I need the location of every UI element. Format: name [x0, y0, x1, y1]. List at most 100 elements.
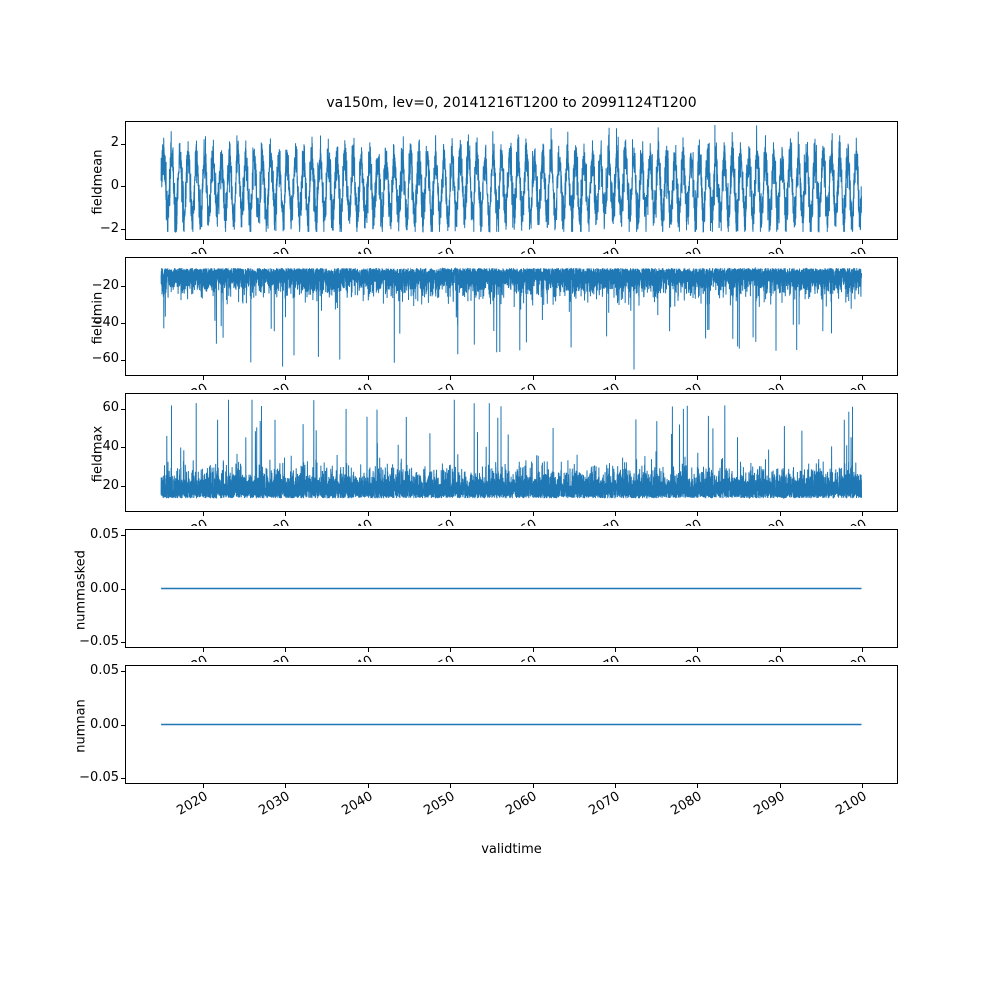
- x-tick-mark: [202, 512, 204, 516]
- x-tick-label: 2100: [833, 789, 870, 819]
- y-tick-label: 0.05: [90, 663, 119, 679]
- x-tick-mark: [615, 784, 616, 788]
- chart-title: va150m, lev=0, 20141216T1200 to 20991124…: [326, 95, 697, 111]
- y-tick-label: −40: [91, 314, 119, 330]
- x-tick-mark: [862, 784, 864, 788]
- y-tick-mark: [121, 641, 125, 643]
- x-tick-labels: 2020 2030 2040 2050 2060 2070 2080 2090 2100: [126, 783, 897, 829]
- y-tick-label: 0.00: [90, 580, 119, 596]
- x-tick-mark: [615, 648, 616, 652]
- x-tick-mark: [367, 376, 369, 380]
- y-tick-label: 0.00: [90, 716, 119, 732]
- x-tick-mark: [285, 784, 287, 788]
- x-tick-label: 2040: [339, 653, 376, 662]
- y-tick-mark: [121, 724, 125, 726]
- x-tick-label: 2100: [834, 245, 871, 254]
- x-tick-mark: [450, 784, 452, 788]
- x-tick-mark: [779, 376, 781, 380]
- subplot-fieldmin: fieldmin −20−40−60 202020302040205020602…: [90, 257, 898, 390]
- x-tick-label: 2090: [751, 517, 788, 526]
- x-tick-label: 2060: [504, 245, 541, 254]
- x-tick-label: 2050: [421, 789, 458, 819]
- x-tick-label: 2100: [834, 381, 871, 390]
- x-tick-mark: [697, 376, 699, 380]
- x-tick-mark: [285, 376, 287, 380]
- series-line-fieldmax: [160, 399, 862, 500]
- x-tick-mark: [862, 512, 864, 516]
- subplot-numnan: numnan 0.05 0.00 −0.05 2020 2030 2040 2050 206…: [73, 663, 898, 819]
- series-line-fieldmean: [160, 124, 862, 234]
- x-tick-mark: [202, 240, 204, 244]
- x-tick-label: 2030: [256, 381, 293, 390]
- y-tick-label: 0.05: [90, 527, 119, 543]
- x-tick-label: 2050: [421, 653, 458, 662]
- x-tick-label: 2050: [421, 381, 458, 390]
- plot-area-nummasked: [161, 587, 862, 590]
- y-tick-mark: [121, 186, 125, 188]
- y-tick-label: 20: [102, 477, 119, 493]
- y-tick-mark: [121, 535, 125, 537]
- x-tick-label: 2060: [503, 789, 540, 819]
- x-tick-mark: [450, 512, 452, 516]
- x-tick-mark: [862, 376, 864, 380]
- x-tick-labels: 2020 2030 2040 2050 2060 2070 2080 2090 2100: [126, 511, 897, 526]
- y-tick-mark: [121, 485, 125, 487]
- x-tick-label: 2030: [256, 245, 293, 254]
- x-tick-mark: [862, 648, 864, 652]
- y-tick-mark: [121, 143, 125, 145]
- x-tick-label: 2090: [751, 653, 788, 662]
- x-tick-mark: [285, 648, 287, 652]
- x-tick-label: 2100: [834, 653, 871, 662]
- x-tick-mark: [367, 648, 369, 652]
- x-tick-label: 2050: [421, 245, 458, 254]
- x-tick-label: 2030: [256, 789, 293, 819]
- x-tick-label: 2090: [751, 381, 788, 390]
- y-tick-label: 40: [102, 439, 119, 455]
- plot-area-fieldmax: [160, 399, 862, 500]
- x-tick-mark: [532, 648, 534, 652]
- x-tick-mark: [615, 512, 616, 516]
- x-tick-label: 2040: [339, 245, 376, 254]
- x-tick-label: 2070: [586, 653, 623, 662]
- x-tick-mark: [285, 240, 287, 244]
- x-tick-mark: [367, 512, 369, 516]
- subplot-fieldmean: fieldmean 20−2 2020203020402050206020702…: [90, 121, 898, 254]
- subplot-nummasked: nummasked 0.050.00−0.05 2020203020402050…: [73, 527, 898, 662]
- plot-area-fieldmin: [160, 266, 862, 370]
- y-tick-label: −60: [91, 351, 119, 367]
- y-tick-label: −0.05: [79, 769, 119, 785]
- x-tick-label: 2090: [751, 245, 788, 254]
- x-tick-mark: [779, 512, 781, 516]
- x-tick-label: 2080: [669, 245, 706, 254]
- x-tick-label: 2020: [174, 517, 211, 526]
- x-tick-mark: [450, 376, 452, 380]
- y-tick-mark: [121, 777, 125, 779]
- y-tick-mark: [121, 671, 125, 673]
- x-tick-mark: [532, 784, 534, 788]
- x-tick-label: 2090: [751, 789, 788, 819]
- x-tick-label: 2060: [504, 381, 541, 390]
- y-tick-label: 0: [110, 178, 119, 194]
- y-tick-label: −0.05: [79, 633, 119, 649]
- x-tick-mark: [779, 784, 781, 788]
- x-tick-label: 2020: [174, 653, 211, 662]
- y-tick-label: 2: [110, 135, 119, 151]
- x-tick-label: 2070: [586, 517, 623, 526]
- x-tick-mark: [367, 784, 369, 788]
- x-tick-mark: [285, 512, 287, 516]
- x-tick-mark: [615, 376, 616, 380]
- x-tick-label: 2030: [256, 517, 293, 526]
- y-tick-label: −20: [91, 278, 119, 294]
- x-tick-label: 2080: [669, 381, 706, 390]
- x-tick-mark: [367, 240, 369, 244]
- x-tick-mark: [779, 240, 781, 244]
- y-tick-mark: [121, 588, 125, 590]
- x-tick-mark: [202, 784, 204, 788]
- x-tick-mark: [697, 512, 699, 516]
- x-tick-mark: [615, 240, 616, 244]
- x-tick-mark: [697, 784, 699, 788]
- x-tick-mark: [202, 648, 204, 652]
- y-tick-label: 60: [102, 400, 119, 416]
- x-tick-mark: [202, 376, 204, 380]
